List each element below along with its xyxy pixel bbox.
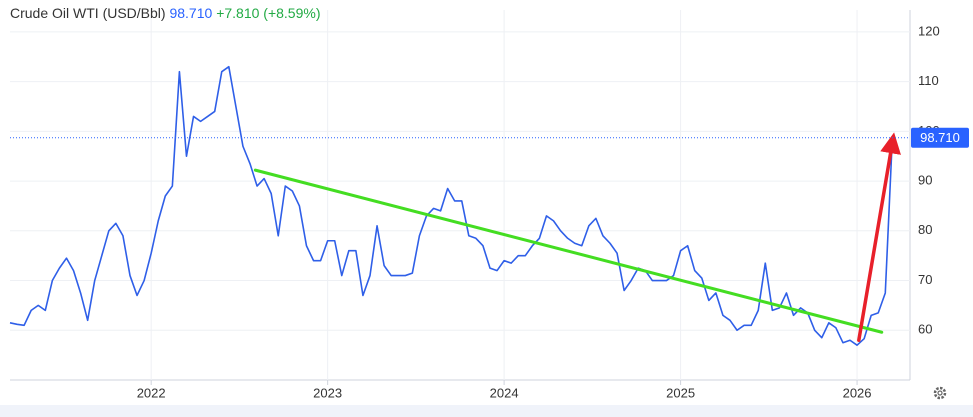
x-tick-label: 2022 <box>137 385 166 400</box>
chart-title: Crude Oil WTI (USD/Bbl) 98.710 +7.810 (+… <box>10 5 321 21</box>
x-tick-label: 2024 <box>490 385 519 400</box>
x-tick-label: 2023 <box>313 385 342 400</box>
plot <box>9 65 910 346</box>
y-tick-label: 80 <box>918 222 932 237</box>
x-tick-label: 2026 <box>843 385 872 400</box>
title: Crude Oil WTI (USD/Bbl) <box>10 5 166 21</box>
x-tick-label: 2025 <box>666 385 695 400</box>
price-line <box>9 65 894 346</box>
trendline <box>253 168 884 334</box>
footer-strip <box>0 405 973 417</box>
arrow <box>857 132 901 342</box>
last-price-box <box>911 127 969 148</box>
settings-icon[interactable] <box>933 386 947 400</box>
y-tick-label: 70 <box>918 272 932 287</box>
y-tick-label: 90 <box>918 173 932 188</box>
y-tick-label: 110 <box>918 73 939 88</box>
y-tick-label: 120 <box>918 23 940 38</box>
y-tick-label: 60 <box>918 322 932 337</box>
header-price: 98.710 <box>169 5 212 21</box>
grid <box>10 10 910 380</box>
change: +7.810 <box>216 5 259 21</box>
change-pct: (+8.59%) <box>263 5 320 21</box>
last-price-label: 98.710 <box>920 130 960 145</box>
